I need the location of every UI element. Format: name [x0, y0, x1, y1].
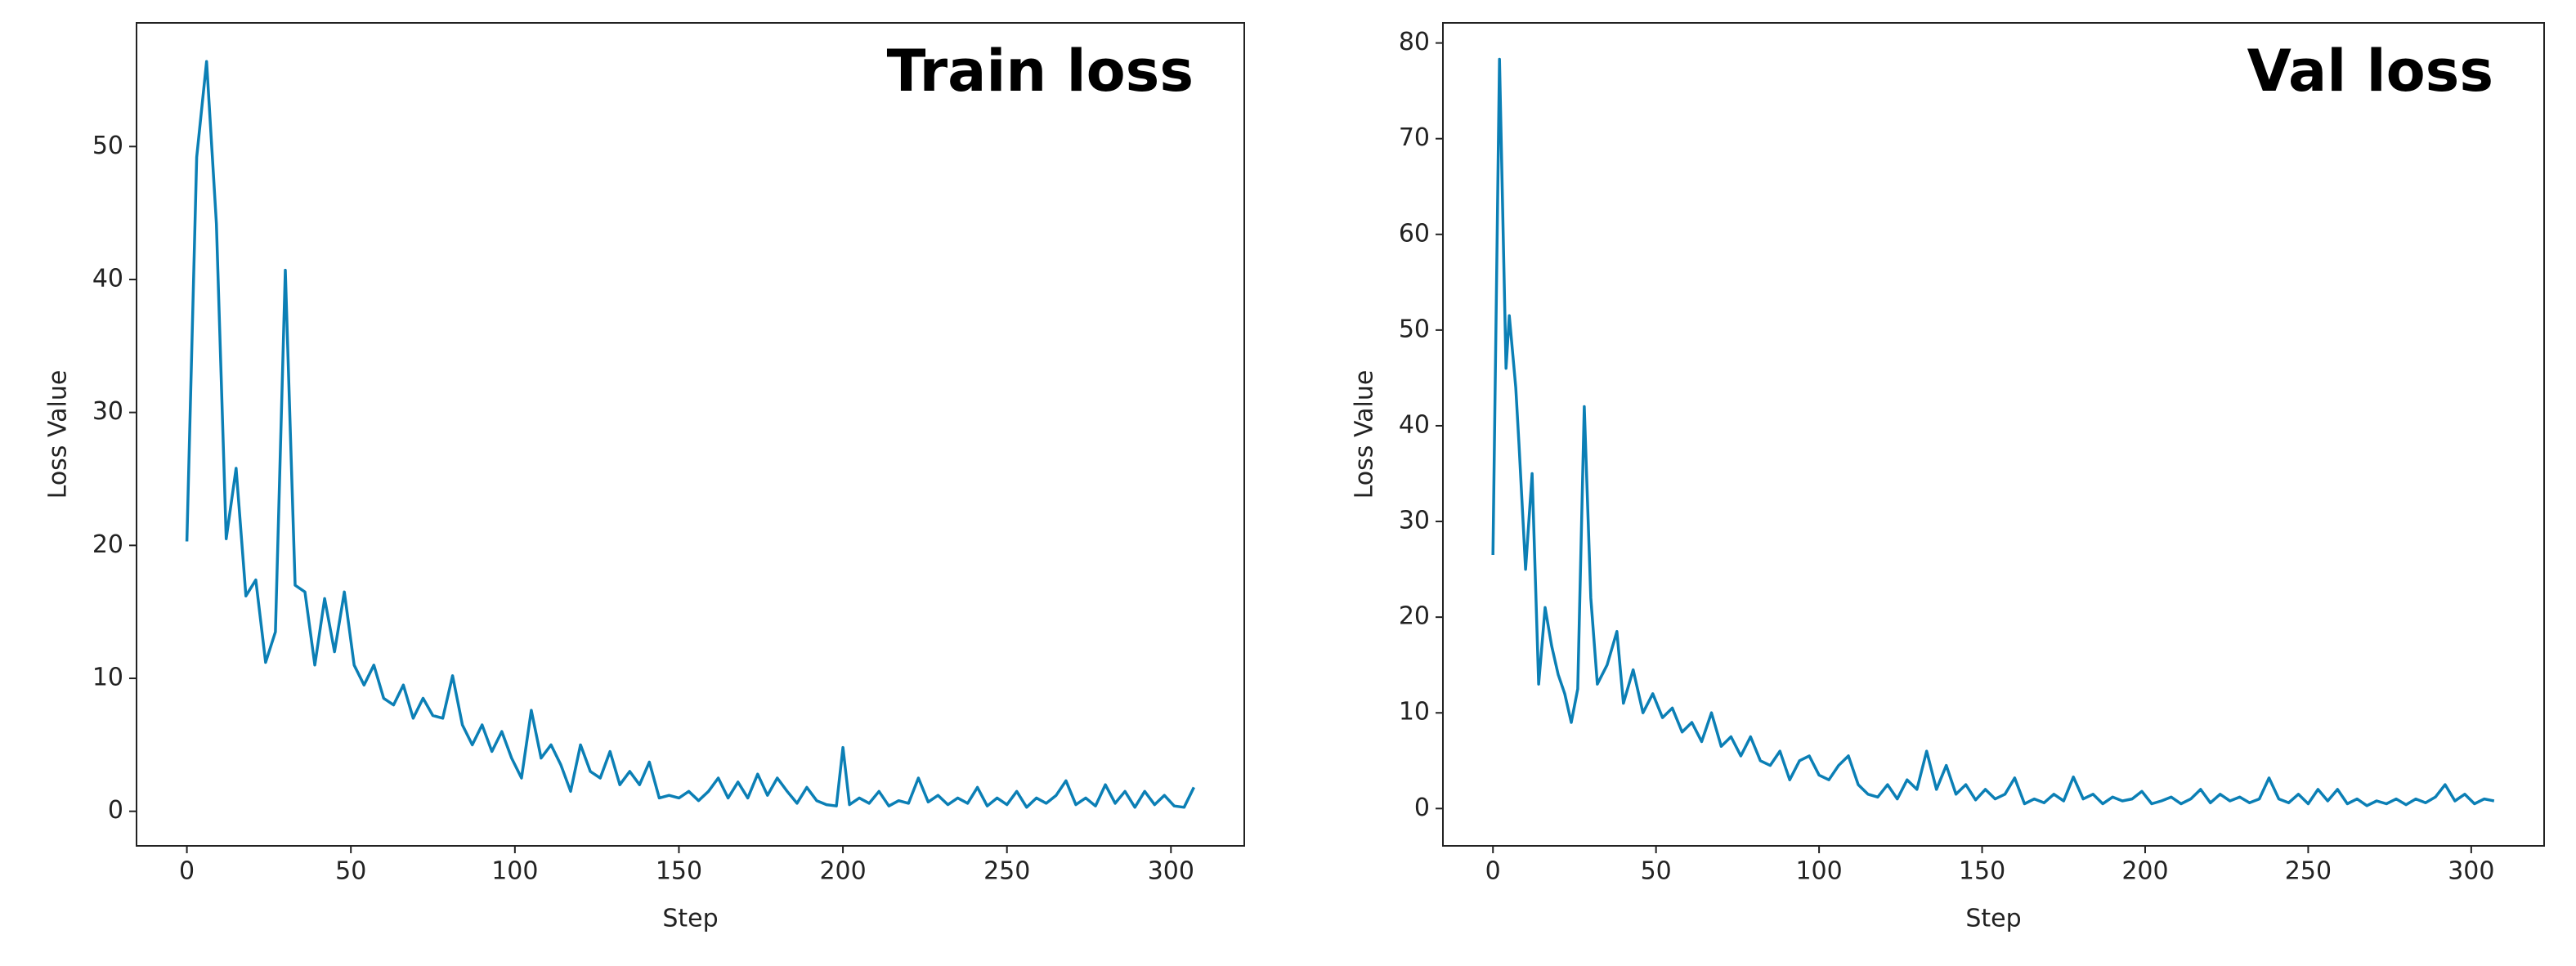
- chart-title: Train loss: [887, 38, 1194, 105]
- x-tick-label: 0: [1485, 857, 1501, 886]
- axes-frame: [136, 22, 1245, 847]
- x-tick-label: 300: [1148, 857, 1194, 886]
- x-tick-label: 250: [983, 857, 1030, 886]
- loss-line: [185, 60, 1195, 809]
- x-tick-label: 50: [1641, 857, 1672, 886]
- y-tick-label: 60: [1399, 219, 1430, 248]
- y-axis-label: Loss Value: [1351, 370, 1379, 499]
- x-tick-label: 150: [1959, 857, 2005, 886]
- axes-frame: [1442, 22, 2545, 847]
- y-tick-label: 30: [92, 397, 123, 426]
- y-tick-label: 20: [92, 530, 123, 559]
- y-tick-label: 80: [1399, 28, 1430, 56]
- y-tick-label: 10: [92, 664, 123, 692]
- x-tick-label: 300: [2448, 857, 2494, 886]
- y-tick-label: 50: [92, 132, 123, 160]
- x-tick-label: 200: [2121, 857, 2168, 886]
- x-tick-label: 150: [656, 857, 702, 886]
- y-tick-label: 40: [92, 264, 123, 293]
- x-tick-label: 250: [2285, 857, 2332, 886]
- x-tick-label: 100: [491, 857, 538, 886]
- x-tick-label: 200: [819, 857, 866, 886]
- loss-line: [1491, 57, 2495, 807]
- y-tick-label: 30: [1399, 507, 1430, 535]
- y-tick-label: 20: [1399, 602, 1430, 631]
- y-tick-label: 0: [1414, 794, 1430, 822]
- x-axis-label: Step: [662, 905, 718, 933]
- y-tick-label: 70: [1399, 123, 1430, 152]
- x-axis-label: Step: [1965, 905, 2021, 933]
- x-tick-label: 0: [179, 857, 195, 886]
- x-tick-label: 50: [335, 857, 366, 886]
- y-tick-label: 50: [1399, 315, 1430, 343]
- y-axis-label: Loss Value: [44, 370, 73, 499]
- y-tick-label: 40: [1399, 410, 1430, 439]
- x-tick-label: 100: [1795, 857, 1842, 886]
- y-tick-label: 10: [1399, 698, 1430, 727]
- y-tick-label: 0: [108, 796, 123, 825]
- chart-title: Val loss: [2247, 38, 2493, 105]
